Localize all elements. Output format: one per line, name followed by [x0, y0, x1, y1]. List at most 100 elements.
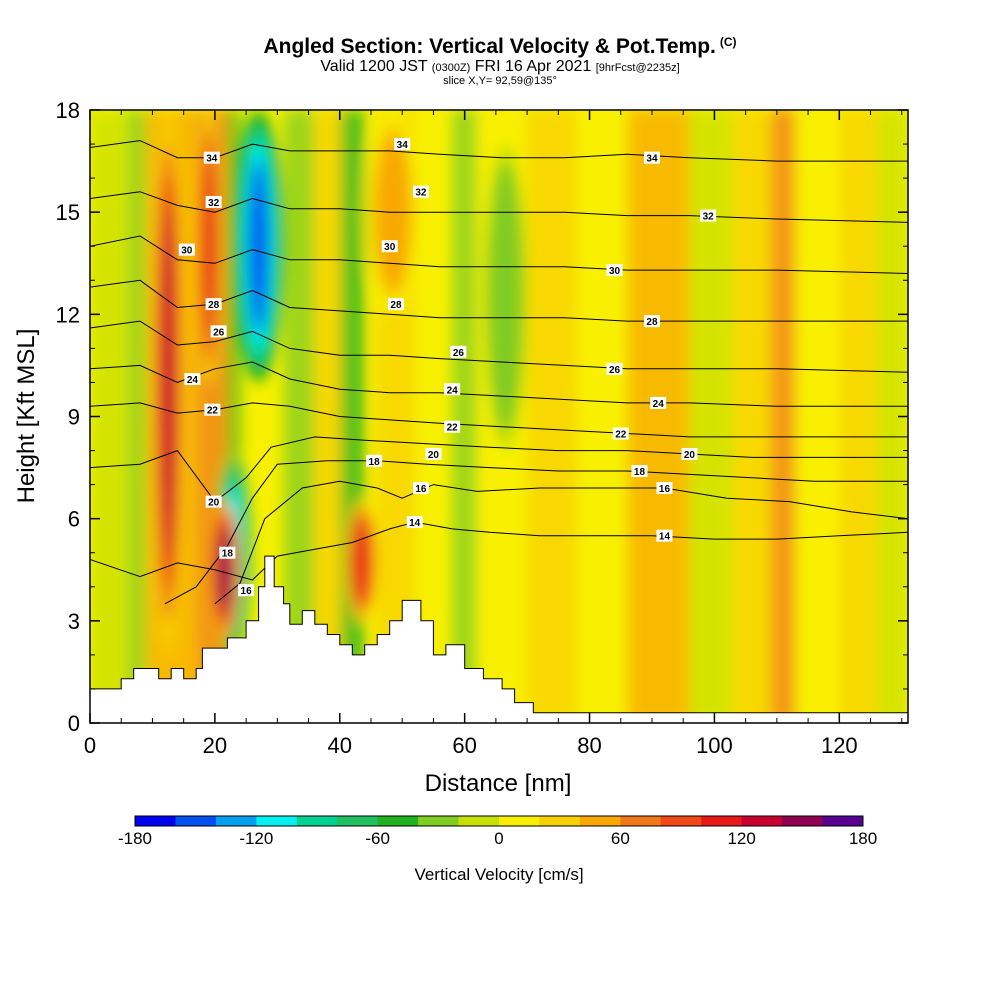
isotherm-label-bg — [643, 151, 660, 164]
colorbar-tick-label: -120 — [239, 829, 273, 848]
colorbar-swatch — [135, 816, 176, 826]
isotherm-label: 32 — [412, 185, 429, 199]
isotherm-18 — [164, 460, 908, 605]
isotherm-label: 18 — [366, 454, 383, 468]
updraft-cell — [355, 523, 368, 600]
y-tick-label: 18 — [56, 98, 80, 123]
isotherm-30 — [90, 235, 908, 274]
downdraft-cell — [248, 159, 269, 334]
isotherm-label-text: 30 — [609, 266, 621, 277]
colorbar-swatch — [499, 816, 540, 826]
isotherm-label-bg — [205, 298, 222, 311]
colorbar-swatch — [782, 816, 824, 826]
isotherm-label-text: 26 — [453, 348, 465, 359]
isotherm-label: 26 — [210, 325, 227, 338]
colorbar-swatch — [215, 816, 257, 826]
isotherm-label-text: 26 — [609, 365, 621, 376]
field-band — [314, 110, 340, 723]
isotherm-label: 16 — [656, 482, 673, 495]
isotherm-label-bg — [631, 464, 648, 477]
isotherm-label: 32 — [700, 209, 717, 223]
isotherm-label-bg — [219, 546, 236, 559]
isotherm-label: 20 — [425, 447, 442, 461]
terrain — [90, 555, 908, 723]
isotherm-label: 18 — [219, 546, 236, 560]
field-band — [795, 110, 840, 723]
isotherm-label: 28 — [643, 315, 660, 328]
sinking-cell — [496, 199, 514, 396]
isotherm-label-text: 20 — [208, 498, 220, 509]
isotherm-label-text: 26 — [213, 327, 225, 338]
isotherm-label: 30 — [178, 243, 195, 257]
isotherm-label-bg — [205, 495, 222, 508]
isotherm-label-text: 22 — [447, 423, 459, 434]
isotherm-label-text: 28 — [646, 317, 658, 328]
isotherm-label-text: 34 — [646, 154, 658, 165]
isotherm-label-bg — [612, 427, 629, 440]
colorbar-tick-label: 120 — [727, 829, 755, 848]
y-tick-label: 15 — [56, 200, 80, 225]
x-tick-label: 60 — [452, 733, 476, 758]
isotherm-label: 28 — [205, 298, 222, 311]
isotherm-label-text: 22 — [207, 406, 219, 417]
isotherm-label-bg — [412, 482, 429, 495]
isotherm-label-bg — [406, 516, 423, 529]
colorbar-tick-label: -60 — [365, 829, 390, 848]
isotherm-label-bg — [204, 403, 221, 416]
isotherm-26 — [90, 320, 908, 373]
isotherm-label-bg — [700, 209, 717, 222]
isotherm-label-text: 18 — [634, 467, 646, 478]
isotherm-label-text: 16 — [415, 484, 427, 495]
isotherm-label: 14 — [656, 529, 673, 543]
isotherm-label: 16 — [238, 584, 255, 597]
isotherm-label-bg — [394, 138, 411, 151]
isotherm-label-text: 34 — [206, 154, 218, 165]
isotherm-label-text: 32 — [208, 198, 220, 209]
x-tick-label: 100 — [696, 733, 733, 758]
isotherm-label: 28 — [387, 298, 404, 311]
isotherm-label-text: 30 — [181, 246, 193, 257]
isotherm-label-text: 28 — [390, 300, 402, 311]
isotherm-label-bg — [656, 529, 673, 542]
isotherm-label-bg — [184, 373, 201, 386]
colorbar-swatch — [418, 816, 460, 826]
axes: 0 20 40 60 80 100 120 0 3 6 9 12 15 18 — [56, 98, 908, 758]
chart-subtitle: Valid 1200 JST (0300Z) FRI 16 Apr 2021 [… — [320, 58, 680, 75]
isotherm-label-text: 18 — [369, 457, 381, 468]
isotherm-label: 20 — [205, 495, 222, 509]
isotherm-label-bg — [412, 185, 429, 198]
field-band — [627, 110, 690, 723]
colorbar-title: Vertical Velocity [cm/s] — [414, 865, 583, 884]
colorbar-swatch — [620, 816, 662, 826]
colorbar-swatch — [579, 816, 621, 826]
x-axis-title: Distance [nm] — [425, 770, 572, 797]
isotherm-label-bg — [444, 420, 461, 433]
colorbar: -180 -120 -60 0 60 120 180 — [118, 815, 877, 848]
isotherm-16 — [214, 480, 908, 605]
chart-title-block: Angled Section: Vertical Velocity & Pot.… — [0, 36, 1000, 87]
isotherm-label-text: 30 — [384, 242, 396, 253]
isotherm-label: 26 — [606, 362, 623, 376]
colorbar-swatch — [741, 816, 783, 826]
isotherm-label: 24 — [444, 383, 461, 396]
isotherm-label: 24 — [184, 373, 201, 386]
isotherm-label: 34 — [394, 138, 411, 151]
isotherm-label-bg — [444, 383, 461, 396]
x-tick-label: 40 — [328, 733, 352, 758]
y-tick-label: 3 — [68, 609, 80, 634]
colorbar-swatch — [256, 816, 298, 826]
isotherm-label: 22 — [444, 420, 461, 434]
isotherm-label-bg — [606, 264, 623, 277]
x-tick-label: 0 — [84, 733, 96, 758]
isotherm-label: 26 — [450, 345, 467, 359]
isotherm-label-bg — [366, 454, 383, 467]
isotherm-label: 30 — [606, 264, 623, 277]
field-band — [452, 110, 478, 723]
x-tick-label: 120 — [821, 733, 858, 758]
isotherm-label-text: 34 — [397, 140, 409, 151]
colorbar-swatch — [458, 816, 500, 826]
isotherm-label-text: 20 — [684, 450, 696, 461]
isotherm-label-text: 14 — [659, 532, 671, 543]
isotherm-label-text: 22 — [615, 430, 627, 441]
y-axis-title: Height [Kft MSL] — [13, 329, 40, 504]
